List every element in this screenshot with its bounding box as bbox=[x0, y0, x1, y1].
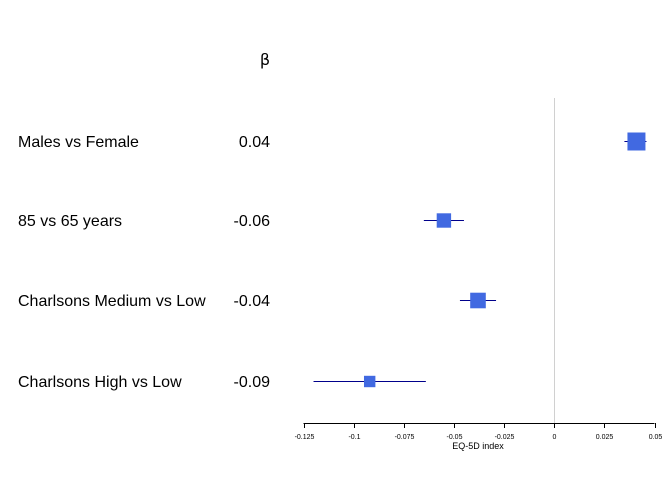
point-estimate-marker bbox=[470, 292, 486, 309]
rows-layer: Males vs Female 0.04 85 vs 65 years -0.06 Ch… bbox=[18, 132, 647, 391]
row-label: Charlsons Medium vs Low bbox=[18, 293, 206, 310]
beta-value: -0.04 bbox=[234, 293, 271, 310]
x-tick-label: -0.1 bbox=[348, 434, 360, 441]
x-tick-label: 0.05 bbox=[649, 434, 663, 441]
x-tick-label: -0.025 bbox=[495, 434, 515, 441]
forest-row: Males vs Female 0.04 bbox=[18, 132, 647, 151]
x-tick-label: -0.125 bbox=[295, 434, 315, 441]
forest-row: 85 vs 65 years -0.06 bbox=[18, 213, 464, 230]
beta-value: -0.09 bbox=[234, 374, 271, 391]
row-label: Males vs Female bbox=[18, 134, 139, 151]
row-label: 85 vs 65 years bbox=[18, 213, 122, 230]
forest-row: Charlsons High vs Low -0.09 bbox=[18, 374, 426, 391]
row-label: Charlsons High vs Low bbox=[18, 374, 182, 391]
x-tick-label: 0 bbox=[553, 434, 557, 441]
x-axis-title: EQ-5D index bbox=[452, 441, 504, 451]
x-tick-label: -0.05 bbox=[447, 434, 463, 441]
beta-value: -0.06 bbox=[234, 213, 271, 230]
beta-value: 0.04 bbox=[239, 134, 270, 151]
beta-column-header: β bbox=[260, 50, 270, 69]
forest-row: Charlsons Medium vs Low -0.04 bbox=[18, 292, 497, 310]
point-estimate-marker bbox=[363, 375, 376, 388]
point-estimate-marker bbox=[436, 213, 452, 228]
x-tick-label: 0.025 bbox=[596, 434, 614, 441]
point-estimate-marker bbox=[627, 132, 646, 151]
x-axis: -0.125 -0.1 -0.075 -0.05 -0.025 0 0.025 0.05 bbox=[295, 423, 663, 441]
x-tick-label: -0.075 bbox=[395, 434, 415, 441]
